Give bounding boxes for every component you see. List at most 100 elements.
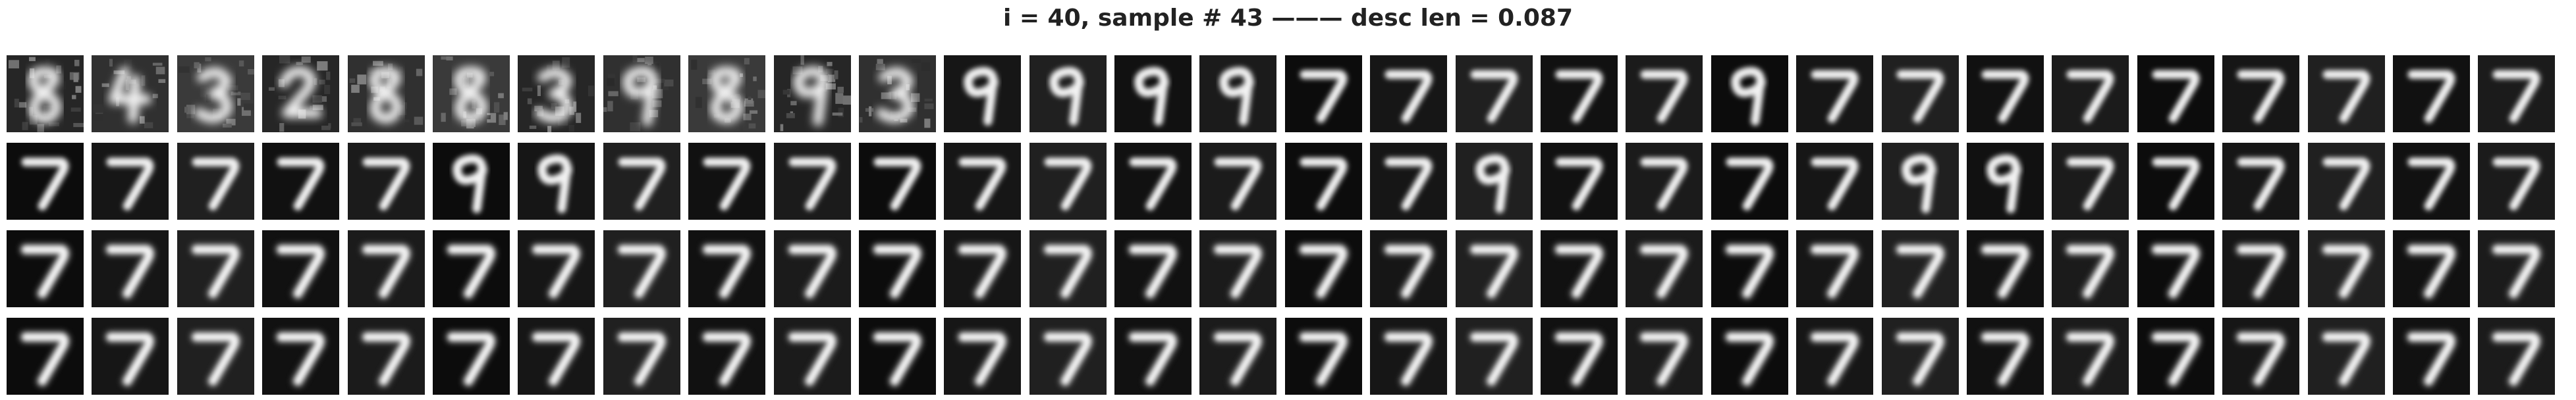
reconstruction-tile bbox=[1455, 55, 1533, 132]
reconstruction-tile bbox=[1284, 318, 1362, 395]
reconstruction-tile bbox=[347, 143, 425, 220]
digit-image bbox=[2222, 230, 2300, 307]
reconstruction-tile bbox=[92, 318, 169, 395]
digit-image bbox=[1029, 318, 1107, 395]
reconstruction-tile bbox=[1626, 55, 1703, 132]
digit-image bbox=[2307, 143, 2385, 220]
digit-image bbox=[858, 55, 936, 132]
reconstruction-tile bbox=[1881, 55, 1959, 132]
digit-image bbox=[688, 55, 766, 132]
reconstruction-tile bbox=[858, 230, 936, 307]
reconstruction-tile bbox=[1114, 230, 1192, 307]
reconstruction-tile bbox=[1796, 318, 1874, 395]
digit-image bbox=[773, 318, 851, 395]
reconstruction-tile bbox=[1284, 55, 1362, 132]
reconstruction-tile bbox=[1370, 318, 1448, 395]
reconstruction-tile bbox=[1114, 318, 1192, 395]
digit-image bbox=[603, 143, 680, 220]
digit-image bbox=[1370, 318, 1448, 395]
reconstruction-tile bbox=[1966, 55, 2044, 132]
digit-image bbox=[7, 318, 84, 395]
digit-image bbox=[2478, 55, 2556, 132]
figure-title: i = 40, sample # 43 ——— desc len = 0.087 bbox=[1002, 5, 1573, 32]
reconstruction-tile bbox=[773, 143, 851, 220]
digit-image bbox=[177, 230, 254, 307]
reconstruction-tile bbox=[2222, 55, 2300, 132]
reconstruction-tile bbox=[1029, 318, 1107, 395]
reconstruction-tile bbox=[2137, 55, 2214, 132]
digit-image bbox=[1284, 230, 1362, 307]
reconstruction-tile bbox=[1966, 143, 2044, 220]
digit-image bbox=[1966, 230, 2044, 307]
digit-image bbox=[1114, 230, 1192, 307]
digit-image bbox=[1370, 230, 1448, 307]
reconstruction-tile bbox=[347, 318, 425, 395]
reconstruction-tile bbox=[1370, 55, 1448, 132]
reconstruction-tile bbox=[2478, 318, 2556, 395]
digit-image bbox=[1541, 55, 1618, 132]
reconstruction-tile bbox=[518, 230, 595, 307]
digit-image bbox=[432, 55, 510, 132]
reconstruction-tile bbox=[1711, 143, 1788, 220]
digit-image bbox=[2052, 230, 2129, 307]
reconstruction-tile bbox=[2478, 143, 2556, 220]
reconstruction-tile bbox=[1966, 318, 2044, 395]
digit-image bbox=[1796, 318, 1874, 395]
digit-image bbox=[603, 230, 680, 307]
digit-image bbox=[1029, 55, 1107, 132]
digit-image bbox=[1541, 318, 1618, 395]
reconstruction-tile bbox=[1541, 318, 1618, 395]
digit-image bbox=[2137, 143, 2214, 220]
digit-image bbox=[518, 55, 595, 132]
digit-image bbox=[2478, 230, 2556, 307]
digit-image bbox=[1199, 55, 1277, 132]
digit-image bbox=[1711, 143, 1788, 220]
digit-image bbox=[1541, 230, 1618, 307]
reconstruction-tile bbox=[944, 318, 1022, 395]
digit-image bbox=[518, 143, 595, 220]
digit-image bbox=[1966, 143, 2044, 220]
digit-image bbox=[1114, 55, 1192, 132]
reconstruction-tile bbox=[1881, 230, 1959, 307]
reconstruction-tile bbox=[2052, 143, 2129, 220]
digit-image bbox=[1029, 230, 1107, 307]
reconstruction-tile bbox=[1370, 230, 1448, 307]
reconstruction-tile bbox=[347, 55, 425, 132]
digit-image bbox=[177, 318, 254, 395]
reconstruction-tile bbox=[944, 143, 1022, 220]
digit-image bbox=[347, 55, 425, 132]
digit-image bbox=[1114, 318, 1192, 395]
reconstruction-tile bbox=[7, 230, 84, 307]
digit-image bbox=[1199, 318, 1277, 395]
digit-image bbox=[944, 230, 1022, 307]
reconstruction-tile bbox=[773, 55, 851, 132]
digit-image bbox=[92, 143, 169, 220]
digit-image bbox=[944, 55, 1022, 132]
digit-image bbox=[177, 55, 254, 132]
reconstruction-tile bbox=[1114, 55, 1192, 132]
reconstruction-tile bbox=[688, 55, 766, 132]
digit-image bbox=[2052, 55, 2129, 132]
digit-image bbox=[603, 318, 680, 395]
reconstruction-tile bbox=[518, 55, 595, 132]
digit-image bbox=[432, 143, 510, 220]
reconstruction-tile bbox=[773, 318, 851, 395]
reconstruction-tile bbox=[2222, 318, 2300, 395]
reconstruction-tile bbox=[92, 55, 169, 132]
reconstruction-tile bbox=[432, 55, 510, 132]
digit-image bbox=[773, 230, 851, 307]
digit-image bbox=[7, 230, 84, 307]
digit-image bbox=[1966, 318, 2044, 395]
reconstruction-tile bbox=[177, 55, 254, 132]
digit-image bbox=[1455, 55, 1533, 132]
reconstruction-tile bbox=[262, 143, 340, 220]
reconstruction-tile bbox=[2052, 230, 2129, 307]
digit-image bbox=[1796, 143, 1874, 220]
digit-image bbox=[347, 230, 425, 307]
reconstruction-tile bbox=[2052, 55, 2129, 132]
reconstruction-tile bbox=[1881, 143, 1959, 220]
reconstruction-grid bbox=[7, 55, 2569, 395]
reconstruction-tile bbox=[2307, 318, 2385, 395]
digit-image bbox=[688, 230, 766, 307]
reconstruction-tile bbox=[1114, 143, 1192, 220]
